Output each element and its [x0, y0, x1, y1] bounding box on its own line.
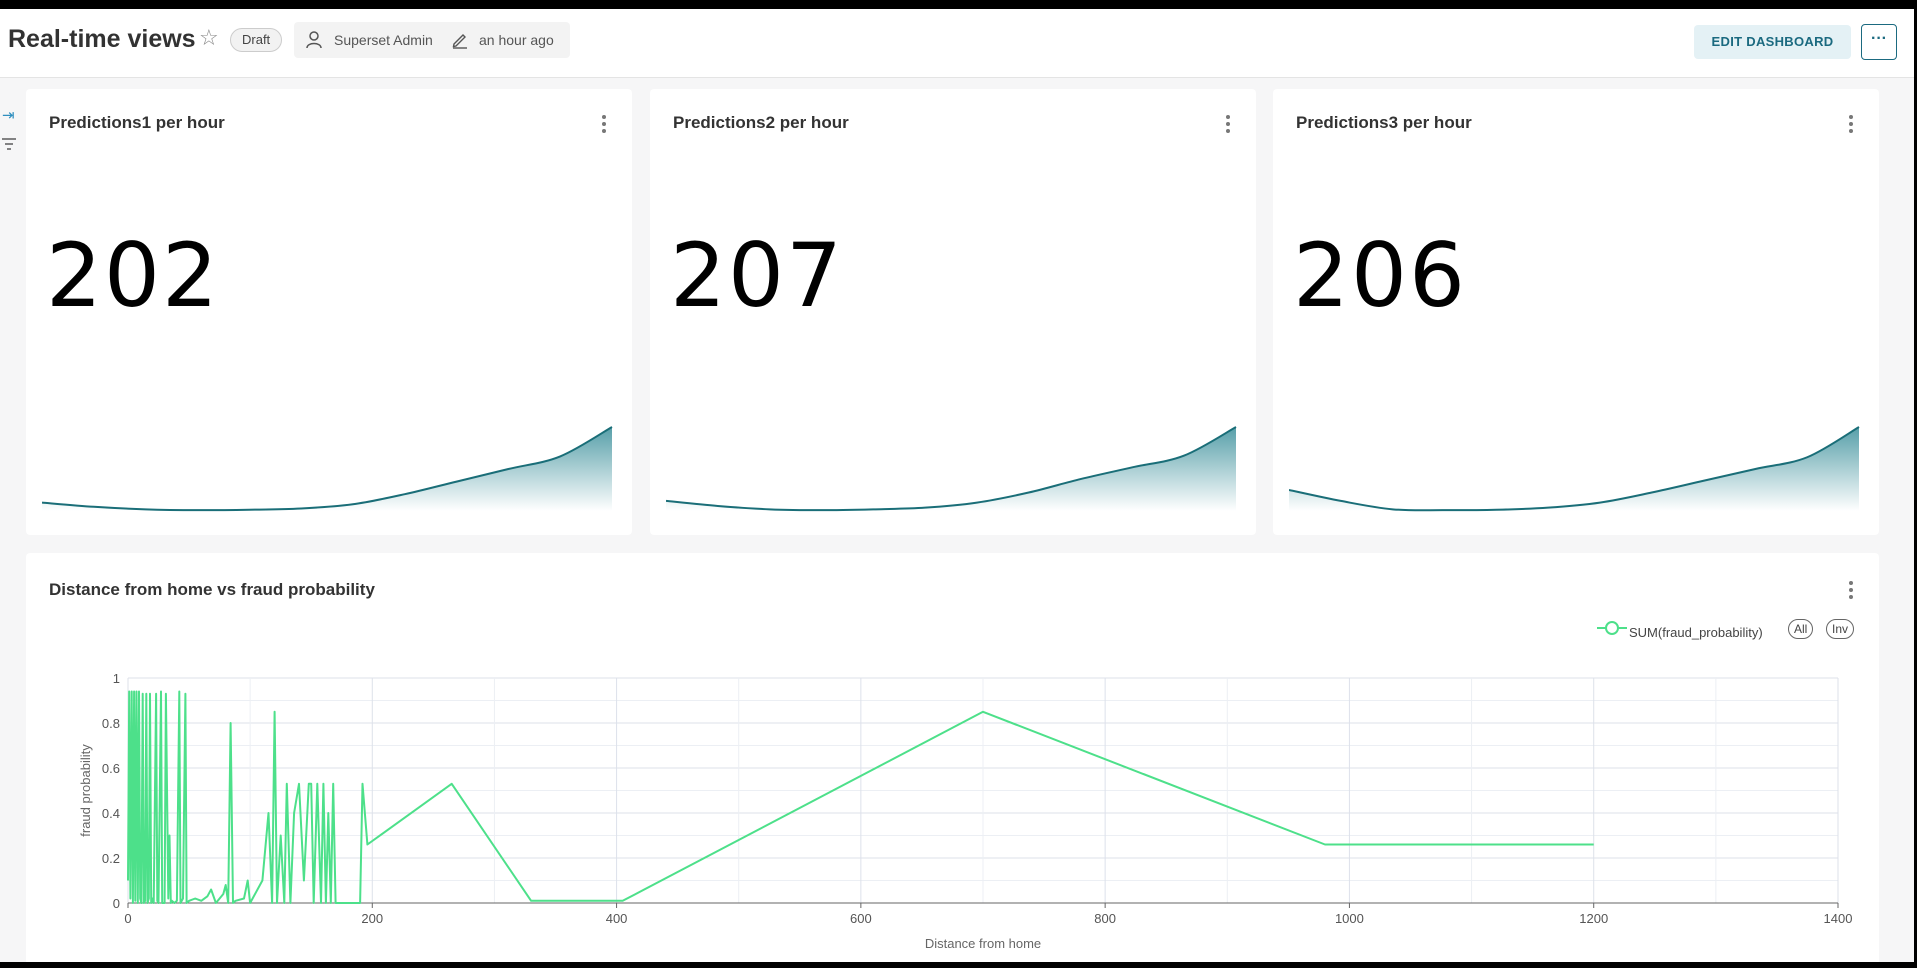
card-title: Predictions2 per hour	[673, 113, 849, 132]
y-tick-label: 0.6	[102, 761, 120, 776]
big-number-value: 202	[46, 224, 220, 327]
trendline-chart	[1289, 426, 1860, 512]
legend-series-label[interactable]: SUM(fraud_probability)	[1629, 625, 1763, 640]
kebab-menu-icon[interactable]	[1226, 115, 1232, 136]
dashboard-title[interactable]: Real-time views	[8, 25, 196, 53]
edit-dashboard-button[interactable]: EDIT DASHBOARD	[1694, 25, 1851, 59]
big-number-value: 206	[1293, 224, 1467, 327]
legend-marker-icon	[1597, 621, 1627, 635]
x-tick-label: 0	[124, 911, 131, 926]
filter-icon[interactable]	[2, 138, 16, 150]
y-tick-label: 0	[113, 896, 120, 911]
y-tick-label: 0.4	[102, 806, 120, 821]
star-icon[interactable]: ☆	[199, 25, 219, 50]
card-title: Predictions1 per hour	[49, 113, 225, 132]
modified-time: an hour ago	[479, 32, 554, 48]
legend-select-all-button[interactable]: All	[1788, 619, 1814, 639]
x-tick-label: 1200	[1579, 911, 1608, 926]
card-title: Distance from home vs fraud probability	[49, 580, 375, 599]
more-options-button[interactable]: ···	[1861, 24, 1897, 60]
draft-badge[interactable]: Draft	[230, 28, 283, 52]
trend-line	[42, 426, 613, 512]
trendline-chart	[666, 426, 1237, 512]
big-number-card-1: Predictions1 per hour 202	[26, 89, 632, 535]
dashboard-header: Real-time views ☆ Draft Superset Admin a…	[0, 9, 1914, 78]
trend-area	[666, 427, 1236, 511]
card-title: Predictions3 per hour	[1296, 113, 1472, 132]
kebab-menu-icon[interactable]	[1849, 581, 1855, 602]
x-tick-label: 400	[606, 911, 628, 926]
user-icon	[306, 31, 322, 49]
series-line	[127, 690, 1594, 904]
x-tick-label: 800	[1094, 911, 1116, 926]
x-tick-label: 1000	[1335, 911, 1364, 926]
big-number-value: 207	[670, 224, 844, 327]
trend-area	[1289, 427, 1859, 511]
big-number-card-3: Predictions3 per hour 206	[1273, 89, 1879, 535]
x-tick-label: 200	[361, 911, 383, 926]
legend-invert-button[interactable]: Inv	[1826, 619, 1855, 639]
y-tick-label: 0.2	[102, 851, 120, 866]
pencil-icon	[452, 34, 467, 49]
trendline-chart	[42, 426, 613, 512]
kebab-menu-icon[interactable]	[1849, 115, 1855, 136]
y-tick-label: 1	[113, 671, 120, 686]
x-tick-label: 1400	[1824, 911, 1853, 926]
expand-filters-icon[interactable]: ⇥	[2, 107, 15, 124]
metadata-bar: Superset Admin an hour ago	[294, 22, 570, 58]
x-tick-label: 600	[850, 911, 872, 926]
y-axis-label: fraud probability	[78, 744, 93, 837]
trend-line	[1289, 426, 1860, 512]
trend-line	[666, 426, 1237, 512]
big-number-card-2: Predictions2 per hour 207	[650, 89, 1256, 535]
line-chart: 0 0.2 0.4 0.6 0.8 1 0 200 400 600 800 1000 1200 1400 D…	[78, 671, 1853, 951]
x-axis-label: Distance from home	[925, 936, 1041, 951]
trend-area	[42, 427, 612, 511]
y-tick-label: 0.8	[102, 716, 120, 731]
kebab-menu-icon[interactable]	[602, 115, 608, 136]
line-chart-card: Distance from home vs fraud probability …	[26, 553, 1879, 965]
owner-name: Superset Admin	[334, 32, 433, 48]
